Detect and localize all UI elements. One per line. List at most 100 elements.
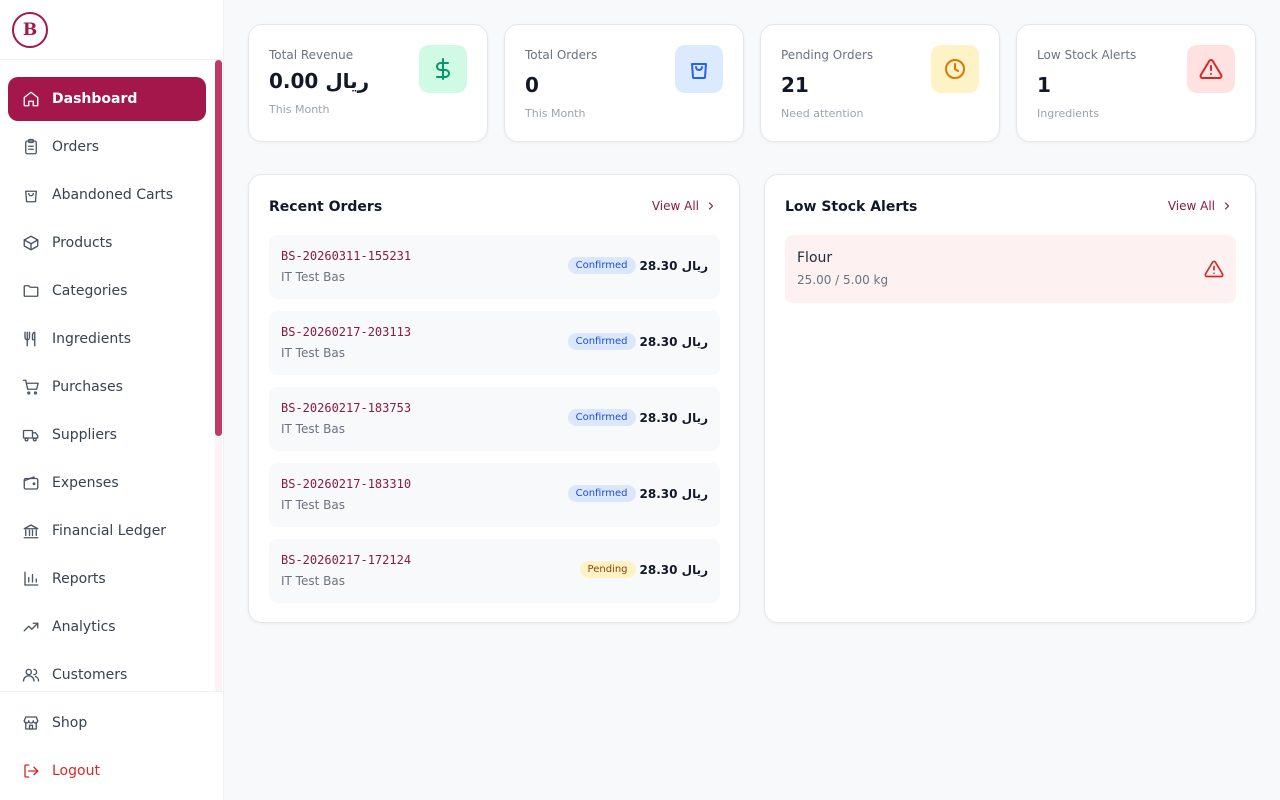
order-meta: Confirmed ريال 28.30 — [567, 257, 708, 274]
stat-value: 1 — [1037, 73, 1051, 97]
order-customer: IT Test Bas — [281, 574, 345, 588]
recent-orders-view-all-link[interactable]: View All — [652, 199, 717, 213]
sidebar-item-label: Products — [52, 235, 113, 251]
alert-triangle-icon — [1204, 260, 1224, 278]
sidebar-item-label: Purchases — [52, 379, 123, 395]
sidebar-bottom: Shop Logout — [0, 691, 223, 797]
order-total: ريال 28.30 — [639, 410, 708, 425]
order-row[interactable]: BS-20260217-183753 IT Test Bas Confirmed ري… — [269, 387, 720, 451]
status-badge: Pending — [579, 561, 636, 578]
wallet-icon — [23, 476, 39, 490]
store-icon-wrap — [22, 714, 40, 732]
sidebar-item-label: Ingredients — [52, 331, 131, 347]
alert-triangle-icon — [1199, 58, 1223, 79]
stat-subtitle: This Month — [269, 103, 330, 116]
status-badge: Confirmed — [567, 333, 636, 350]
sidebar-item-customers[interactable]: Customers — [8, 653, 206, 697]
sidebar-item-reports[interactable]: Reports — [8, 557, 206, 601]
order-meta: Confirmed ريال 28.30 — [567, 485, 708, 502]
sidebar-item-products[interactable]: Products — [8, 221, 206, 265]
trending-up-icon-wrap — [22, 618, 40, 636]
order-row[interactable]: BS-20260311-155231 IT Test Bas Confirmed ري… — [269, 235, 720, 299]
folder-icon — [23, 285, 39, 297]
dollar-icon — [436, 58, 450, 80]
sidebar-item-expenses[interactable]: Expenses — [8, 461, 206, 505]
stat-card-pending-orders: Pending Orders 21 Need attention — [760, 24, 1000, 142]
sidebar-item-logout[interactable]: Logout — [8, 749, 206, 793]
order-customer: IT Test Bas — [281, 498, 345, 512]
stat-subtitle: Need attention — [781, 107, 864, 120]
bank-icon — [23, 524, 39, 539]
logout-icon — [24, 764, 39, 778]
low-stock-view-all-link[interactable]: View All — [1168, 199, 1233, 213]
clock-icon — [945, 59, 965, 79]
order-row[interactable]: BS-20260217-183310 IT Test Bas Confirmed ري… — [269, 463, 720, 527]
clipboard-icon — [25, 138, 37, 155]
brand-logo[interactable]: B — [12, 12, 48, 48]
utensils-icon — [24, 331, 36, 347]
cart-icon-wrap — [22, 378, 40, 396]
stat-subtitle: Ingredients — [1037, 107, 1100, 120]
order-customer: IT Test Bas — [281, 270, 345, 284]
status-badge: Confirmed — [567, 409, 636, 426]
box-icon-wrap — [22, 234, 40, 252]
sidebar-item-label: Reports — [52, 571, 106, 587]
logo-area: B — [0, 0, 223, 60]
cart-icon — [22, 379, 39, 395]
sidebar-item-financial-ledger[interactable]: Financial Ledger — [8, 509, 206, 553]
sidebar-item-orders[interactable]: Orders — [8, 125, 206, 169]
sidebar-item-dashboard[interactable]: Dashboard — [8, 77, 206, 121]
sidebar-item-label: Logout — [52, 763, 100, 779]
sidebar-item-abandoned-carts[interactable]: Abandoned Carts — [8, 173, 206, 217]
view-all-label: View All — [651, 199, 699, 213]
sidebar-item-categories[interactable]: Categories — [8, 269, 206, 313]
order-total: ريال 28.30 — [639, 334, 708, 349]
users-icon — [22, 668, 40, 682]
order-number: BS-20260217-183753 — [281, 401, 412, 415]
order-number: BS-20260217-172124 — [281, 553, 412, 567]
sidebar-item-label: Expenses — [52, 475, 119, 491]
stat-value: 21 — [781, 73, 809, 97]
stat-value: 0 — [525, 73, 539, 97]
sidebar-item-label: Categories — [52, 283, 128, 299]
truck-icon — [22, 429, 39, 442]
low-stock-title: Low Stock Alerts — [785, 199, 918, 215]
clipboard-icon-wrap — [22, 138, 40, 156]
stat-value: 0.00 ريال — [269, 69, 370, 93]
sidebar-scrollbar-thumb[interactable] — [215, 60, 222, 436]
view-all-label: View All — [1167, 199, 1215, 213]
stat-card-low-stock-alerts: Low Stock Alerts 1 Ingredients — [1016, 24, 1256, 142]
order-number: BS-20260311-155231 — [281, 249, 412, 263]
sidebar-item-suppliers[interactable]: Suppliers — [8, 413, 206, 457]
stat-label: Total Orders — [525, 48, 598, 62]
wallet-icon-wrap — [22, 474, 40, 492]
low-stock-panel: Low Stock Alerts View All Flour 25.00 / … — [764, 174, 1256, 623]
order-customer: IT Test Bas — [281, 346, 345, 360]
stat-icon-badge — [675, 45, 723, 93]
ingredient-name: Flour — [797, 250, 833, 266]
stat-icon-badge — [419, 45, 467, 93]
store-icon — [23, 716, 39, 730]
chevron-right-icon — [708, 202, 714, 210]
recent-orders-title: Recent Orders — [269, 199, 383, 215]
home-icon-wrap — [22, 90, 40, 108]
shopping-bag-icon-wrap — [22, 186, 40, 204]
order-row[interactable]: BS-20260217-203113 IT Test Bas Confirmed ري… — [269, 311, 720, 375]
sidebar-item-shop[interactable]: Shop — [8, 701, 206, 745]
order-row[interactable]: BS-20260217-172124 IT Test Bas Pending ريال… — [269, 539, 720, 603]
sidebar-item-analytics[interactable]: Analytics — [8, 605, 206, 649]
sidebar-item-label: Abandoned Carts — [52, 187, 174, 203]
shopping-bag-icon — [691, 63, 707, 79]
low-stock-item[interactable]: Flour 25.00 / 5.00 kg — [785, 235, 1236, 303]
order-total: ريال 28.30 — [639, 486, 708, 501]
folder-icon-wrap — [22, 282, 40, 300]
box-icon — [23, 235, 39, 251]
sidebar-item-purchases[interactable]: Purchases — [8, 365, 206, 409]
sidebar-item-ingredients[interactable]: Ingredients — [8, 317, 206, 361]
status-badge: Confirmed — [567, 485, 636, 502]
bar-chart-icon-wrap — [22, 570, 40, 588]
users-icon-wrap — [22, 666, 40, 684]
sidebar-item-label: Orders — [52, 139, 100, 155]
stat-icon-badge — [1187, 45, 1235, 93]
logout-icon-wrap — [22, 762, 40, 780]
